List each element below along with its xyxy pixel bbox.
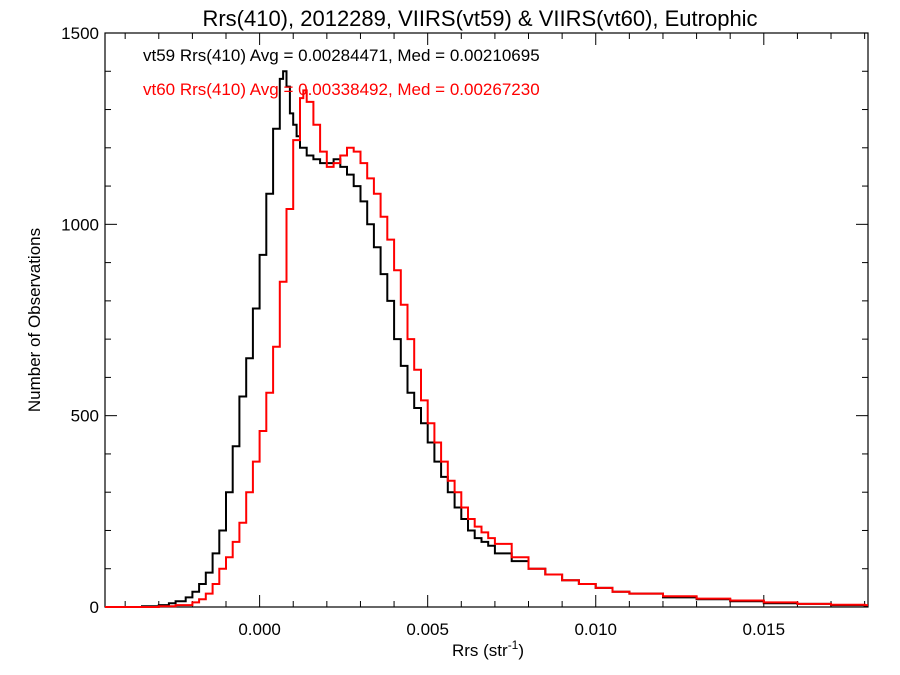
y-tick-label: 1500 [61,24,99,43]
legend-entry-vt59: vt59 Rrs(410) Avg = 0.00284471, Med = 0.… [143,46,540,65]
legend: vt59 Rrs(410) Avg = 0.00284471, Med = 0.… [143,46,540,99]
x-axis-label: Rrs (str-1) [452,638,524,660]
y-tick-label: 1000 [61,215,99,234]
y-tick-label: 500 [71,407,99,426]
legend-entry-vt60: vt60 Rrs(410) Avg = 0.00338492, Med = 0.… [143,80,540,99]
plot-frame [104,32,869,608]
series-line-vt60 [105,89,868,608]
x-tick-label: 0.015 [743,620,786,639]
x-tick-label: 0.005 [406,620,449,639]
tick-marks [105,32,868,608]
x-tick-label: 0.000 [238,620,281,639]
y-tick-label: 0 [90,598,99,617]
x-tick-label: 0.010 [574,620,617,639]
x-axis-label-main: Rrs (str [452,641,508,660]
tick-labels: 0.000 0.005 0.010 0.015 0 500 1000 1500 [61,24,785,639]
series-line-vt59 [105,70,868,608]
x-axis-label-close: ) [518,641,524,660]
x-axis-label-superscript: -1 [508,638,519,652]
plot-border [104,32,869,608]
series-lines [105,70,868,608]
chart-title: Rrs(410), 2012289, VIIRS(vt59) & VIIRS(v… [202,6,757,31]
y-axis-label: Number of Observations [25,228,44,412]
